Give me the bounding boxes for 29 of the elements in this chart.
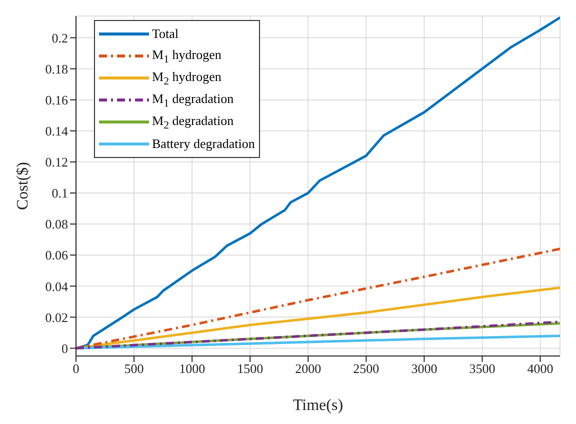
y-tick-label: 0.08 — [45, 216, 68, 232]
y-tick-label: 0.1 — [52, 186, 68, 201]
y-tick-label: 0.18 — [45, 61, 68, 76]
x-tick-label: 2500 — [353, 361, 380, 376]
x-tick-label: 3000 — [411, 361, 438, 376]
x-tick-label: 500 — [124, 361, 144, 376]
legend-label: M$_{1}$ degradation — [152, 90, 234, 110]
legend-label: Battery degradation — [152, 136, 255, 152]
y-tick-label: 0.02 — [45, 310, 68, 325]
x-tick-label: 4000 — [527, 361, 554, 376]
y-tick-label: 0.14 — [45, 124, 68, 138]
x-tick-label: 3500 — [469, 361, 496, 376]
y-tick-label: 0.2 — [52, 30, 68, 46]
x-tick-label: 1000 — [179, 361, 206, 376]
y-tick-label: 0.04 — [45, 278, 68, 294]
x-tick-label: 0 — [72, 361, 80, 376]
y-tick-label: 0.16 — [45, 92, 68, 108]
legend-label: M$_{2}$ hydrogen — [152, 68, 222, 88]
legend-label: Total — [152, 26, 179, 42]
y-tick-label: 0 — [62, 340, 68, 356]
line-series — [76, 248, 560, 350]
x-tick-label: 1500 — [237, 361, 264, 376]
y-tick-label: 0.12 — [45, 154, 68, 170]
x-tick-label: 2000 — [295, 361, 322, 376]
x-axis-title: Time(s) — [292, 397, 344, 414]
legend-label: M$_{2}$ degradation — [152, 112, 234, 132]
y-tick-label: 0.06 — [45, 248, 68, 263]
legend-label: M$_{1}$ hydrogen — [152, 46, 222, 66]
y-axis-title: Cost($) — [14, 162, 32, 210]
